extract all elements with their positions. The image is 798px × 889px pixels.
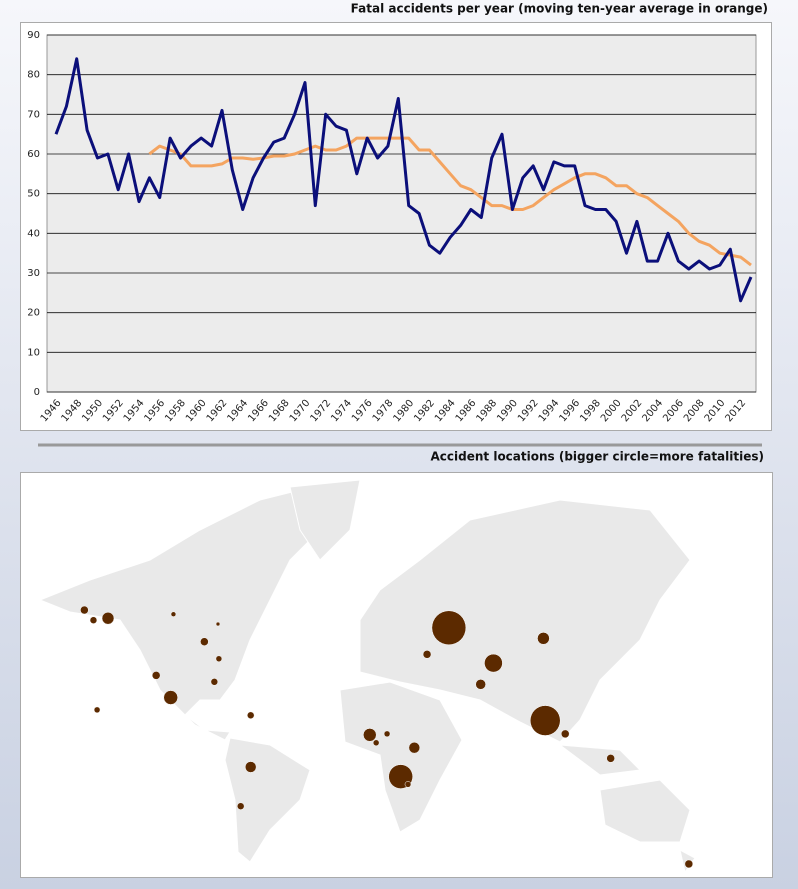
series-line [148, 136, 752, 267]
accident-bubble [475, 679, 486, 690]
accident-bubble [215, 655, 223, 663]
accident-bubble [606, 754, 615, 763]
plot-area [46, 34, 757, 393]
accident-bubble [200, 637, 209, 646]
accident-bubble [246, 711, 255, 719]
line-chart-title: Fatal accidents per year (moving ten-yea… [351, 2, 768, 16]
y-tick-label: 70 [27, 109, 40, 120]
accident-bubble [151, 671, 161, 680]
y-tick-label: 30 [27, 268, 40, 279]
series-line [54, 57, 753, 303]
accident-bubble [101, 611, 115, 625]
accident-bubble [404, 781, 412, 788]
y-tick-label: 50 [27, 189, 40, 200]
y-tick-label: 80 [27, 70, 40, 81]
accident-bubble [372, 739, 380, 747]
accident-bubble [244, 761, 257, 773]
accident-bubble [89, 616, 98, 624]
accident-bubble [363, 728, 377, 742]
land [38, 479, 696, 874]
accident-bubble [560, 729, 570, 739]
accident-bubble [80, 605, 89, 615]
accident-bubble [163, 690, 178, 705]
accident-bubble [236, 802, 245, 810]
y-tick-label: 40 [27, 228, 40, 239]
accident-bubble [484, 653, 503, 673]
accident-bubble [93, 706, 101, 714]
y-tick-label: 90 [27, 30, 40, 41]
accident-bubble [383, 730, 391, 738]
accident-bubble [422, 650, 432, 659]
accident-bubble [210, 678, 219, 686]
accident-bubble [529, 705, 561, 736]
y-tick-label: 10 [27, 347, 40, 358]
accident-bubble [170, 611, 177, 617]
accident-bubble [537, 632, 550, 645]
y-tick-label: 60 [27, 149, 40, 160]
y-tick-label: 20 [27, 308, 40, 319]
accident-bubble [408, 741, 421, 754]
map-title: Accident locations (bigger circle=more f… [431, 450, 764, 464]
accident-bubble [215, 621, 221, 627]
accident-bubble [431, 610, 467, 646]
y-tick-label: 0 [34, 387, 40, 398]
accident-bubble [684, 859, 694, 869]
